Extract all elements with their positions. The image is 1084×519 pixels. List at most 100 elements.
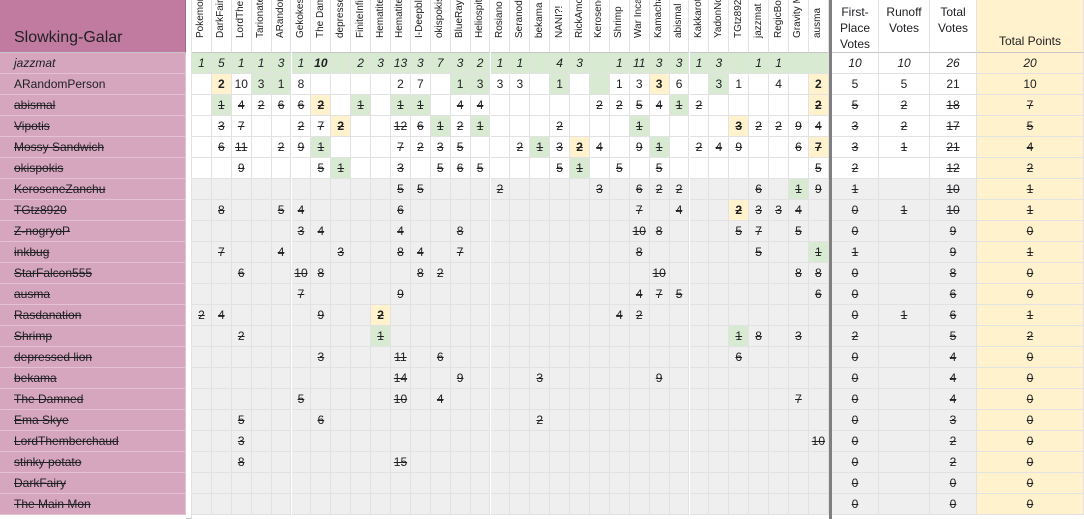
vote-cell[interactable] xyxy=(470,221,491,242)
vote-cell[interactable] xyxy=(530,74,551,95)
vote-cell[interactable]: 3 xyxy=(311,347,332,368)
total-points-cell[interactable]: 0 xyxy=(977,347,1084,368)
vote-cell[interactable]: 10 xyxy=(311,53,332,74)
stat-cell[interactable] xyxy=(879,389,930,410)
vote-cell[interactable] xyxy=(808,452,829,473)
vote-cell[interactable] xyxy=(231,389,252,410)
vote-cell[interactable]: 9 xyxy=(729,137,750,158)
vote-cell[interactable]: 3 xyxy=(211,116,232,137)
voter-header[interactable]: Rosiano xyxy=(490,0,511,53)
vote-cell[interactable] xyxy=(391,494,411,515)
vote-cell[interactable] xyxy=(410,410,431,431)
vote-cell[interactable] xyxy=(291,410,312,431)
vote-cell[interactable] xyxy=(470,452,491,473)
vote-cell[interactable] xyxy=(410,200,431,221)
vote-cell[interactable]: 5 xyxy=(789,221,809,242)
vote-cell[interactable] xyxy=(211,494,232,515)
vote-cell[interactable] xyxy=(570,74,590,95)
vote-cell[interactable] xyxy=(709,200,730,221)
vote-cell[interactable] xyxy=(351,452,372,473)
row-name-cell[interactable]: Mossy Sandwich xyxy=(0,137,186,158)
vote-cell[interactable] xyxy=(629,347,650,368)
stat-cell[interactable]: 2 xyxy=(879,95,930,116)
vote-cell[interactable] xyxy=(331,410,352,431)
vote-cell[interactable] xyxy=(251,263,272,284)
vote-cell[interactable] xyxy=(689,179,710,200)
vote-cell[interactable] xyxy=(371,494,391,515)
voter-header[interactable]: NANI?! xyxy=(550,0,571,53)
vote-cell[interactable]: 3 xyxy=(669,53,690,74)
vote-cell[interactable]: 4 xyxy=(649,95,670,116)
vote-cell[interactable] xyxy=(371,158,391,179)
vote-cell[interactable] xyxy=(192,284,212,305)
vote-cell[interactable] xyxy=(351,137,372,158)
vote-cell[interactable]: 1 xyxy=(789,179,809,200)
vote-cell[interactable] xyxy=(570,473,590,494)
vote-cell[interactable]: 1 xyxy=(749,53,770,74)
stat-cell[interactable] xyxy=(879,473,930,494)
vote-cell[interactable]: 2 xyxy=(550,116,571,137)
vote-cell[interactable]: 2 xyxy=(570,137,590,158)
vote-cell[interactable]: 10 xyxy=(649,263,670,284)
vote-cell[interactable] xyxy=(331,305,352,326)
vote-cell[interactable] xyxy=(789,347,809,368)
vote-cell[interactable]: 2 xyxy=(430,263,451,284)
vote-cell[interactable]: 3 xyxy=(251,74,272,95)
vote-cell[interactable] xyxy=(609,137,630,158)
vote-cell[interactable] xyxy=(410,326,431,347)
vote-cell[interactable]: 12 xyxy=(391,116,411,137)
row-name-cell[interactable]: TGtz8920 xyxy=(0,200,186,221)
vote-cell[interactable] xyxy=(192,137,212,158)
vote-cell[interactable] xyxy=(430,305,451,326)
vote-cell[interactable]: 11 xyxy=(391,347,411,368)
vote-cell[interactable]: 2 xyxy=(689,95,710,116)
vote-cell[interactable]: 5 xyxy=(470,158,491,179)
vote-cell[interactable] xyxy=(271,452,292,473)
vote-cell[interactable]: 10 xyxy=(391,389,411,410)
vote-cell[interactable]: 6 xyxy=(629,179,650,200)
vote-cell[interactable]: 2 xyxy=(291,116,312,137)
total-points-cell[interactable]: 0 xyxy=(977,431,1084,452)
vote-cell[interactable] xyxy=(470,347,491,368)
vote-cell[interactable]: 3 xyxy=(550,137,571,158)
vote-cell[interactable] xyxy=(371,452,391,473)
vote-cell[interactable] xyxy=(669,431,690,452)
vote-cell[interactable]: 5 xyxy=(609,158,630,179)
vote-cell[interactable] xyxy=(530,452,551,473)
vote-cell[interactable]: 4 xyxy=(211,305,232,326)
vote-cell[interactable] xyxy=(311,368,332,389)
stat-cell[interactable]: 18 xyxy=(930,95,977,116)
vote-cell[interactable] xyxy=(211,326,232,347)
vote-cell[interactable] xyxy=(689,305,710,326)
vote-cell[interactable] xyxy=(351,74,372,95)
vote-cell[interactable] xyxy=(649,116,670,137)
vote-cell[interactable] xyxy=(251,221,272,242)
vote-cell[interactable] xyxy=(331,368,352,389)
vote-cell[interactable] xyxy=(311,431,332,452)
vote-cell[interactable] xyxy=(689,242,710,263)
vote-cell[interactable] xyxy=(271,284,292,305)
vote-cell[interactable] xyxy=(669,494,690,515)
stat-cell[interactable]: 2 xyxy=(832,326,879,347)
vote-cell[interactable]: 3 xyxy=(709,74,730,95)
vote-cell[interactable]: 3 xyxy=(490,74,511,95)
vote-cell[interactable] xyxy=(211,179,232,200)
vote-cell[interactable]: 1 xyxy=(729,74,750,95)
total-points-cell[interactable]: 0 xyxy=(977,389,1084,410)
vote-cell[interactable] xyxy=(609,242,630,263)
vote-cell[interactable] xyxy=(311,452,332,473)
vote-cell[interactable] xyxy=(490,368,511,389)
vote-cell[interactable]: 2 xyxy=(590,95,610,116)
stat-cell[interactable]: 10 xyxy=(930,179,977,200)
vote-cell[interactable]: 6 xyxy=(211,137,232,158)
row-name-cell[interactable]: abismal xyxy=(0,95,186,116)
vote-cell[interactable] xyxy=(490,410,511,431)
stat-cell[interactable]: 5 xyxy=(879,74,930,95)
voter-header[interactable]: Gekokeso xyxy=(291,0,312,53)
vote-cell[interactable] xyxy=(430,452,451,473)
voter-header[interactable]: Hematite xyxy=(391,0,411,53)
vote-cell[interactable] xyxy=(311,200,332,221)
stat-cell[interactable]: 3 xyxy=(832,116,879,137)
vote-cell[interactable] xyxy=(371,95,391,116)
vote-cell[interactable] xyxy=(649,326,670,347)
